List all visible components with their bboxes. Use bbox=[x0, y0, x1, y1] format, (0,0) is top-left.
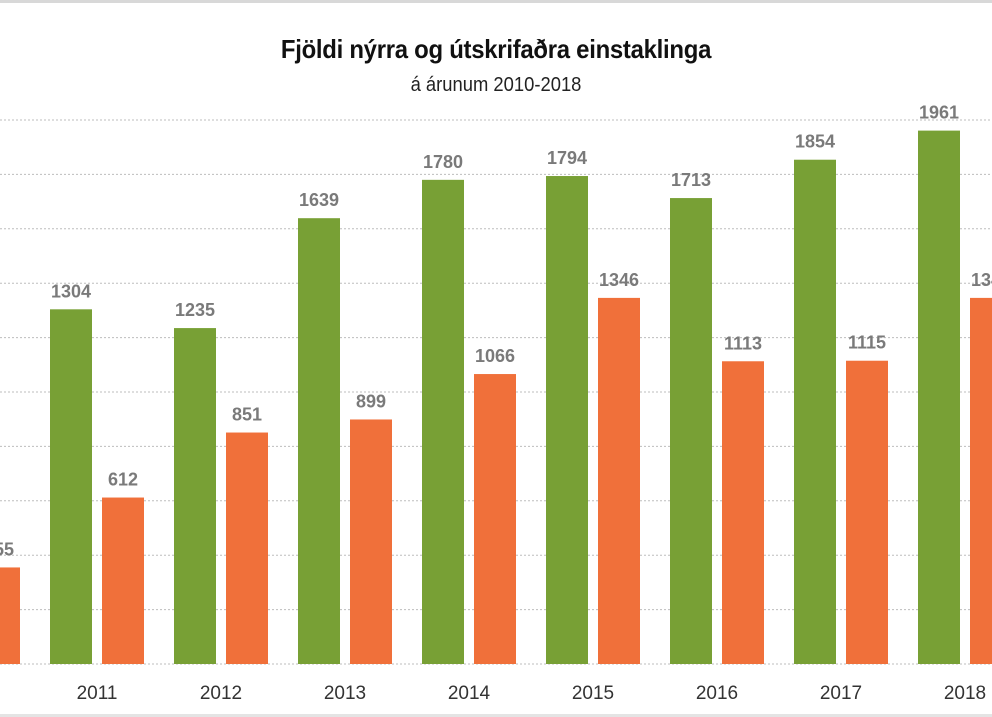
value-label: 1639 bbox=[299, 190, 339, 210]
x-tick-label: 2011 bbox=[77, 683, 118, 704]
top-border bbox=[0, 0, 992, 3]
bottom-border bbox=[0, 714, 992, 717]
value-label: 1115 bbox=[848, 333, 886, 353]
value-label: 1961 bbox=[919, 103, 959, 123]
bar bbox=[102, 497, 144, 664]
bar bbox=[422, 179, 464, 664]
bar bbox=[670, 198, 712, 664]
bar bbox=[794, 159, 836, 664]
value-label: 1235 bbox=[175, 300, 215, 320]
value-label: 1854 bbox=[795, 132, 835, 152]
bar bbox=[918, 130, 960, 664]
bar bbox=[546, 176, 588, 665]
value-label: 1066 bbox=[475, 346, 515, 366]
bar bbox=[0, 567, 20, 664]
x-tick-label: 2014 bbox=[448, 683, 491, 704]
bar bbox=[174, 328, 216, 664]
bar bbox=[598, 297, 640, 664]
value-label: 1113 bbox=[724, 333, 762, 353]
value-label: 851 bbox=[232, 405, 262, 425]
bar bbox=[474, 374, 516, 664]
chart-title: Fjöldi nýrra og útskrifaðra einstaklinga bbox=[280, 34, 712, 64]
x-tick-label: 2013 bbox=[324, 683, 366, 704]
bar bbox=[298, 218, 340, 664]
value-label: 1713 bbox=[671, 170, 711, 190]
x-tick-label: 2017 bbox=[820, 683, 862, 704]
x-tick-label: 2016 bbox=[696, 683, 738, 704]
value-label: 1304 bbox=[51, 281, 91, 301]
bar bbox=[846, 360, 888, 664]
value-label: 1346 bbox=[971, 270, 992, 290]
value-label: 1794 bbox=[547, 148, 587, 168]
bar bbox=[722, 361, 764, 664]
value-label: 1780 bbox=[423, 152, 463, 172]
value-label: 1346 bbox=[599, 270, 639, 290]
value-label: 355 bbox=[0, 539, 14, 559]
x-tick-label: 2012 bbox=[200, 683, 242, 704]
bar bbox=[226, 432, 268, 664]
value-label: 899 bbox=[356, 391, 386, 411]
value-label: 612 bbox=[108, 470, 138, 490]
bar bbox=[50, 309, 92, 664]
bar bbox=[350, 419, 392, 664]
bar bbox=[970, 297, 992, 664]
x-tick-label: 2018 bbox=[944, 683, 986, 704]
x-tick-label: 2015 bbox=[572, 683, 614, 704]
chart-subtitle: á árunum 2010-2018 bbox=[410, 74, 582, 96]
